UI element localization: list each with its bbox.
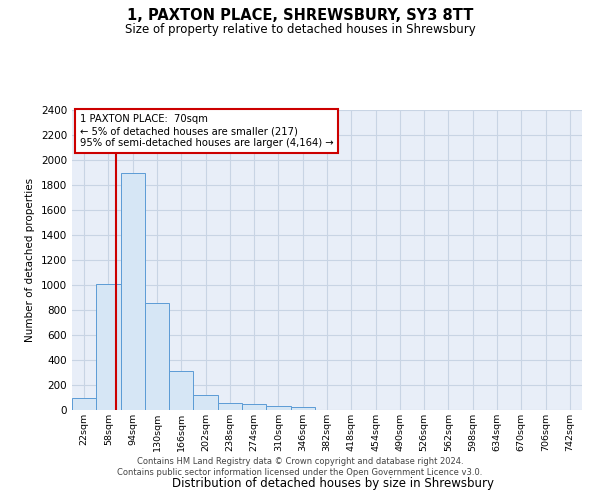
Text: 1, PAXTON PLACE, SHREWSBURY, SY3 8TT: 1, PAXTON PLACE, SHREWSBURY, SY3 8TT [127, 8, 473, 22]
Bar [169, 370, 193, 410]
Bar [242, 404, 266, 410]
Text: Distribution of detached houses by size in Shrewsbury: Distribution of detached houses by size … [172, 477, 494, 490]
Bar [96, 284, 121, 410]
Text: 1 PAXTON PLACE:  70sqm
← 5% of detached houses are smaller (217)
95% of semi-det: 1 PAXTON PLACE: 70sqm ← 5% of detached h… [80, 114, 333, 148]
Bar [121, 172, 145, 410]
Bar [218, 402, 242, 410]
Bar [290, 407, 315, 410]
Y-axis label: Number of detached properties: Number of detached properties [25, 178, 35, 342]
Bar [193, 395, 218, 410]
Text: Size of property relative to detached houses in Shrewsbury: Size of property relative to detached ho… [125, 22, 475, 36]
Bar [145, 302, 169, 410]
Bar [266, 406, 290, 410]
Text: Contains HM Land Registry data © Crown copyright and database right 2024.
Contai: Contains HM Land Registry data © Crown c… [118, 458, 482, 477]
Bar [72, 398, 96, 410]
